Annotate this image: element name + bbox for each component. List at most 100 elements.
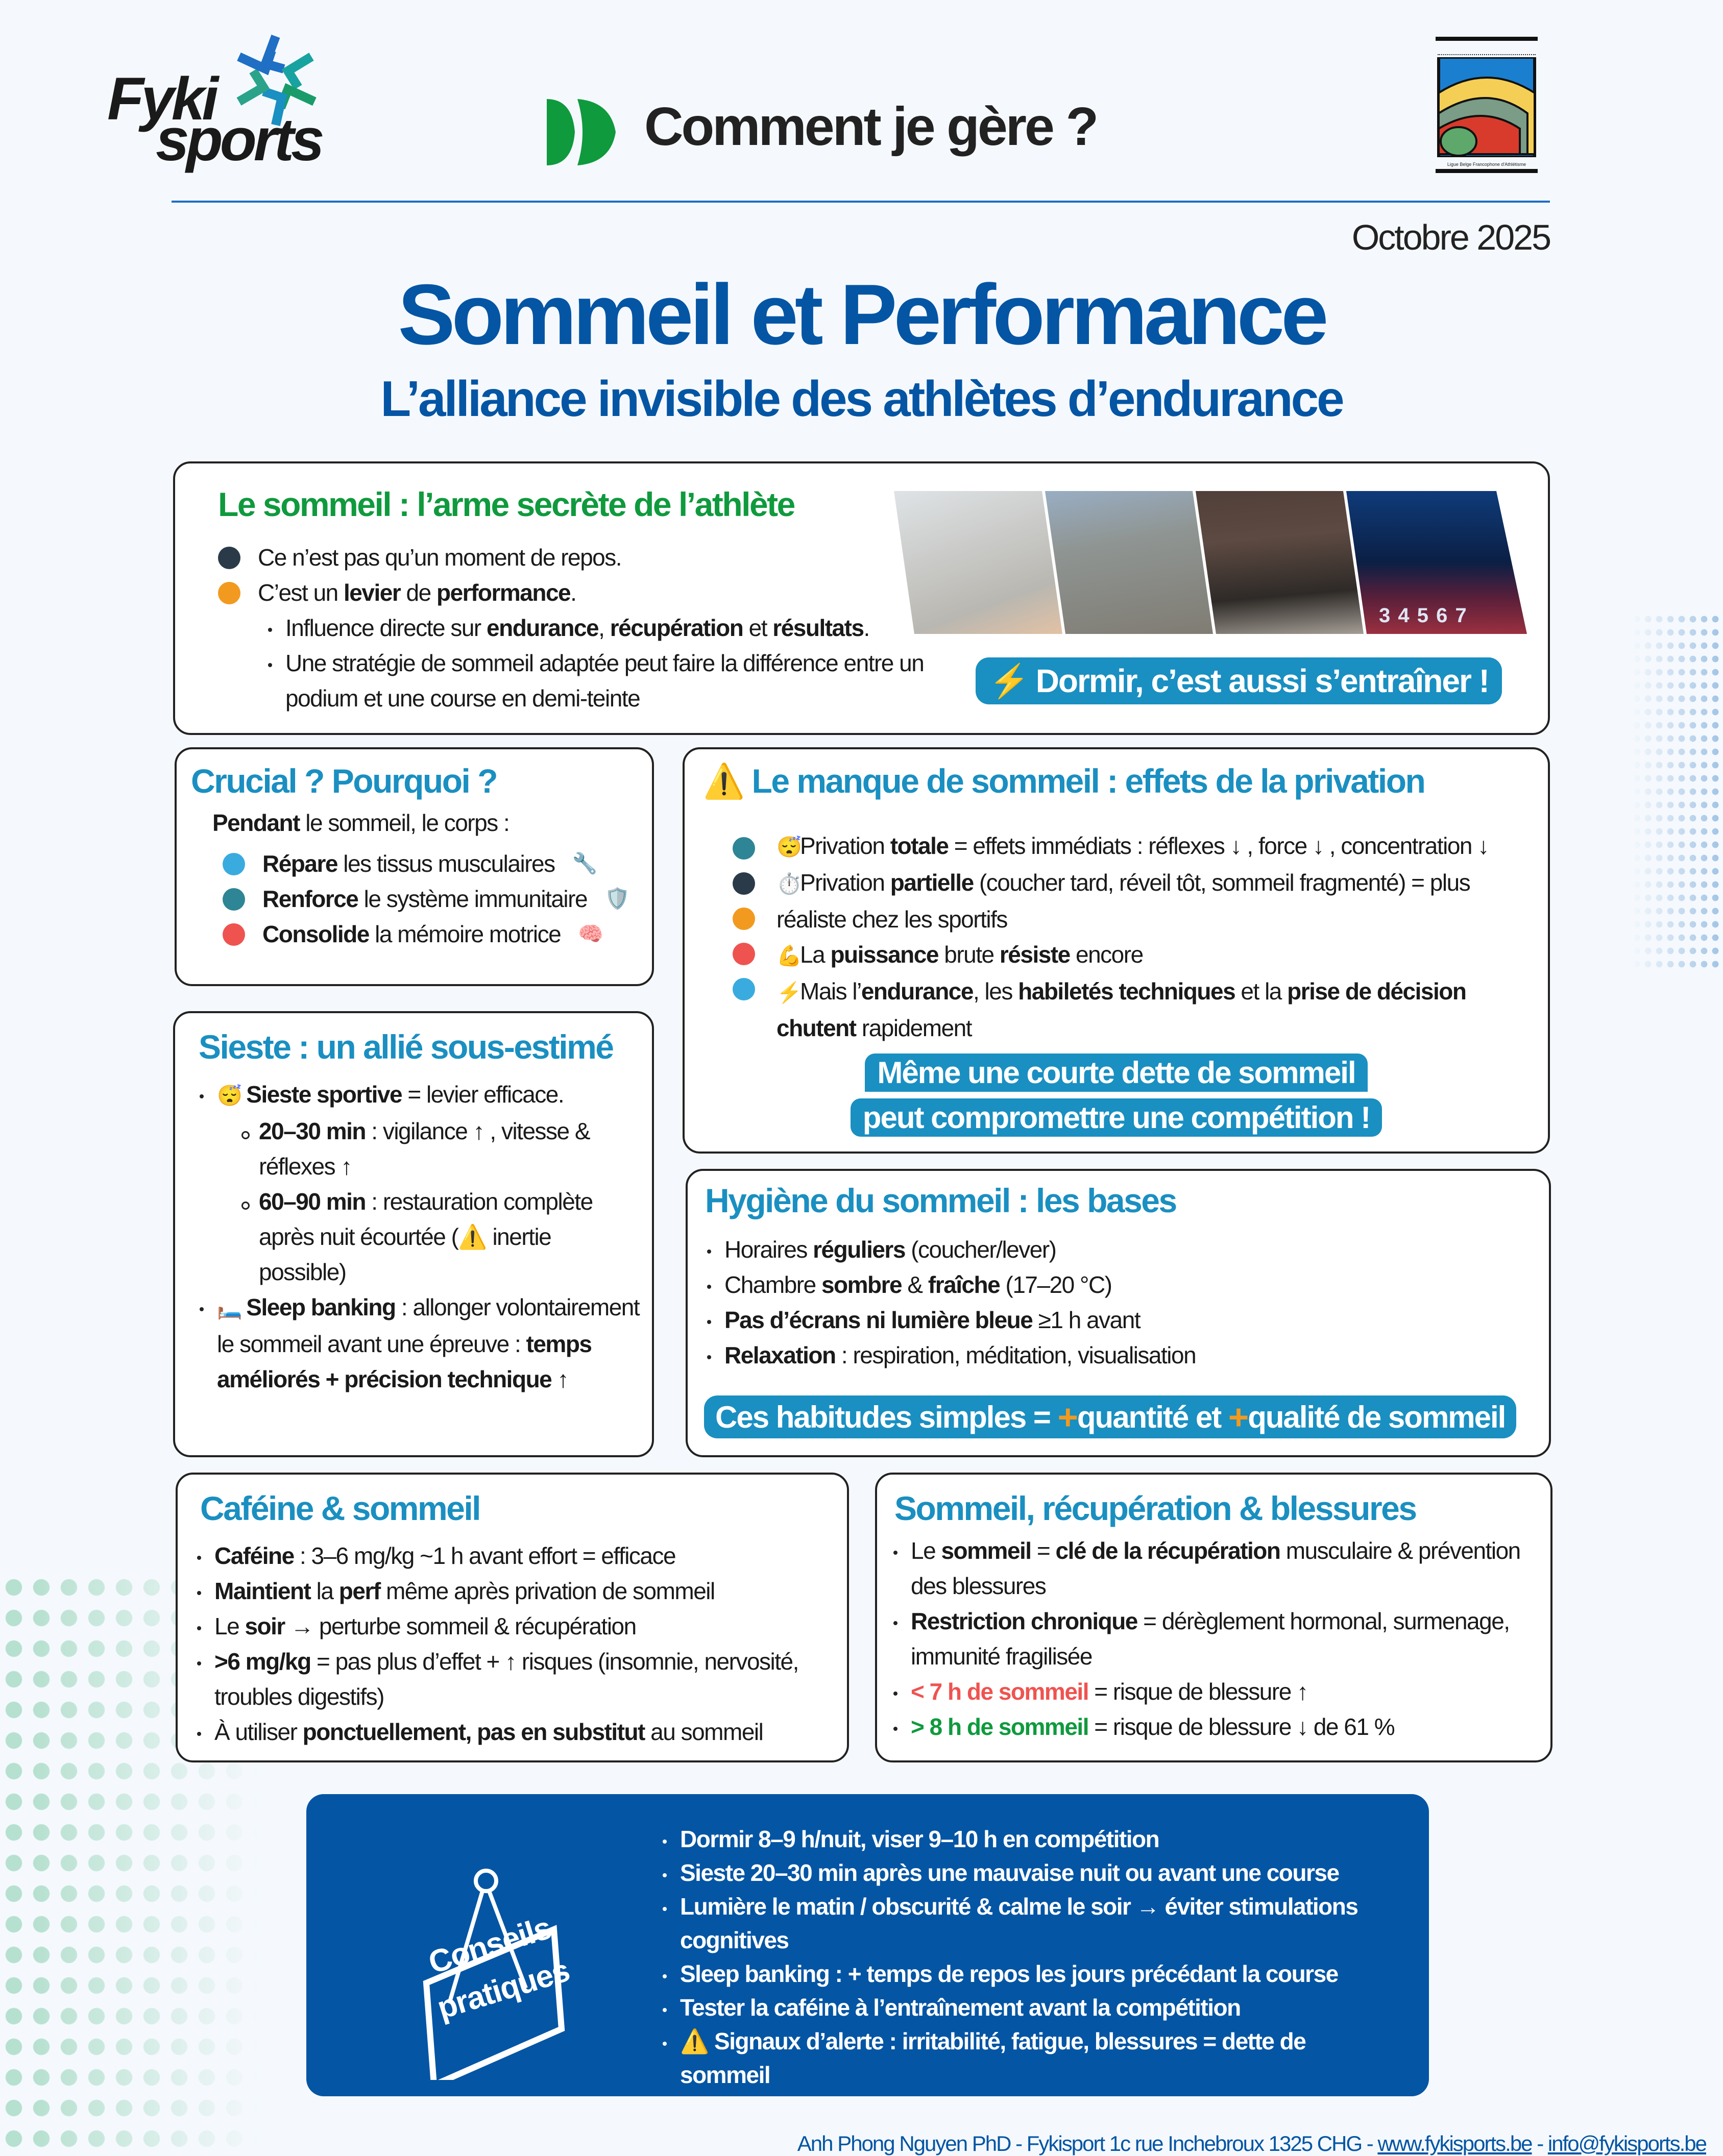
cafeine-section: Caféine & sommeil Caféine : 3–6 mg/kg ~1… [176, 1473, 849, 1762]
sieste-sub-item: 60–90 min : restauration complète après … [237, 1184, 640, 1290]
teal-dot-icon [223, 888, 245, 911]
privation-item: ⏱️Privation partielle (coucher tard, rév… [776, 865, 1532, 937]
decorative-dots-right [1631, 612, 1723, 970]
logo-text-fyki: Fyki [107, 65, 219, 133]
text: brute [938, 941, 1000, 968]
bold-text: habiletés techniques [1018, 978, 1236, 1004]
text: : 3–6 mg/kg ~1 h avant effort = efficace [294, 1542, 676, 1569]
fykisports-star-icon [236, 34, 317, 126]
text: (coucher tard, réveil tôt, sommeil fragm… [776, 869, 1471, 933]
text: Le [911, 1537, 941, 1564]
text: : respiration, méditation, visualisation [835, 1342, 1197, 1368]
text: qualité de sommeil [1248, 1400, 1506, 1434]
bold-text: Sieste sportive [246, 1081, 402, 1108]
intro-section: Le sommeil : l’arme secrète de l’athlète… [173, 461, 1550, 735]
text: + [1057, 1397, 1078, 1437]
sport-photo-collage: 3 4 5 6 7 [894, 491, 1527, 634]
text: : vigilance ↑ , vitesse & réflexes ↑ [259, 1118, 591, 1180]
logo-text-sports: sports [156, 106, 325, 174]
text: Horaires [724, 1236, 813, 1263]
double-play-icon [547, 99, 616, 165]
dark-dot-icon [218, 546, 240, 569]
privation-title: ⚠️ Le manque de sommeil : effets de la p… [703, 763, 1426, 800]
text: : restauration complète après nuit écour… [259, 1188, 593, 1285]
text: Chambre [724, 1271, 821, 1298]
callout-text: Dormir, c’est aussi s’entraîner ! [1035, 663, 1490, 699]
text: au sommeil [644, 1719, 764, 1745]
bold-text: Répare [262, 850, 338, 877]
footer-credits: Anh Phong Nguyen PhD - Fykisport 1c rue … [797, 2132, 1378, 2155]
text: = risque de blessure ↑ [1088, 1678, 1308, 1705]
blessures-section: Sommeil, récupération & blessures Le som… [875, 1473, 1552, 1762]
hygiene-callout: Ces habitudes simples = + quantité et + qu… [704, 1395, 1517, 1438]
text: → perturbe sommeil & récupération [284, 1613, 637, 1639]
bold-text: levier [344, 579, 401, 606]
dark-dot-icon [733, 872, 755, 895]
intro-sub-bullet: Influence directe sur endurance, récupér… [264, 610, 943, 646]
sieste-item: 🛏️ Sleep banking : allonger volontaireme… [196, 1290, 640, 1397]
sieste-section: Sieste : un allié sous-estimé 😴 Sieste s… [173, 1011, 654, 1457]
tagline: Comment je gère ? [644, 96, 1099, 157]
text: ≥1 h avant [1032, 1307, 1141, 1333]
text: même après privation de sommeil [380, 1578, 715, 1604]
crucial-intro: Pendant le sommeil, le corps : [212, 805, 510, 841]
blessures-item: Le sommeil = clé de la récupération musc… [889, 1533, 1548, 1604]
hanging-sign-icon [423, 1869, 565, 2080]
intro-sub-bullet: Une stratégie de sommeil adaptée peut fa… [264, 646, 943, 716]
lightning-icon: ⚡ [776, 982, 802, 1004]
cafeine-item: Maintient la perf même après privation d… [193, 1574, 841, 1609]
bold-text: endurance [861, 978, 974, 1004]
text: = [1031, 1537, 1056, 1564]
bold-text: Caféine [214, 1542, 295, 1569]
red-dot-icon [733, 943, 755, 965]
text: C’est un [258, 579, 344, 606]
privation-section: ⚠️ Le manque de sommeil : effets de la p… [683, 747, 1550, 1154]
privation-callout: Même une courte dette de sommeil peut co… [685, 1050, 1548, 1140]
text: Le [214, 1613, 245, 1639]
bold-text: puissance [830, 941, 939, 968]
website-link[interactable]: www.fykisports.be [1377, 2132, 1533, 2155]
intro-callout: ⚡ Dormir, c’est aussi s’entraîner ! [976, 657, 1502, 704]
email-link[interactable]: info@fykisports.be [1547, 2132, 1707, 2155]
privation-item: ⚡Mais l’endurance, les habiletés techniq… [776, 974, 1532, 1046]
sky-dot-icon [733, 978, 755, 1000]
blessures-item: < 7 h de sommeil = risque de blessure ↑ [889, 1674, 1548, 1709]
bold-text: partielle [890, 869, 974, 896]
conseil-item: ⚠️ Signaux d’alerte : irritabilité, fati… [659, 2024, 1394, 2092]
text: la [310, 1578, 339, 1604]
text: encore [1070, 941, 1144, 968]
stopwatch-icon: ⏱️ [776, 873, 802, 895]
text: + [1228, 1397, 1249, 1437]
text: quantité et [1077, 1400, 1228, 1434]
text: de [400, 579, 436, 606]
bold-text: soir [245, 1613, 285, 1639]
blessures-item: Restriction chronique = dérèglement horm… [889, 1604, 1548, 1674]
orange-dot-icon [218, 581, 240, 604]
text: , les [973, 978, 1018, 1004]
intro-bullet: C’est un levier de performance. [218, 575, 943, 610]
text: = pas plus d’effet + ↑ risques (insomnie… [214, 1648, 799, 1710]
bold-text: résiste [999, 941, 1071, 968]
text: Influence directe sur [285, 615, 487, 641]
bold-text: temps améliorés + précision technique [217, 1331, 592, 1392]
text: Privation [800, 869, 890, 896]
bold-text: Restriction chronique [911, 1608, 1138, 1634]
fykisports-logo: Fyki sports [107, 28, 352, 181]
hygiene-title: Hygiène du sommeil : les bases [705, 1182, 1177, 1219]
text: . [570, 579, 577, 606]
bold-text: Relaxation [724, 1342, 836, 1368]
text: musculaire & prévention des blessures [911, 1537, 1521, 1599]
track-lane-numbers: 3 4 5 6 7 [1379, 604, 1468, 627]
bold-text: résultats [772, 615, 864, 641]
orange-dot-icon [733, 908, 755, 930]
text: le système immunitaire [358, 886, 588, 912]
flexed-biceps-icon: 💪 [776, 945, 802, 967]
cafeine-item: À utiliser ponctuellement, pas en substi… [193, 1714, 841, 1750]
conseils-section: Conseils pratiques Dormir 8–9 h/nuit, vi… [306, 1794, 1429, 2096]
blessures-item: > 8 h de sommeil = risque de blessure ↓ … [889, 1709, 1548, 1745]
text: rapidement [856, 1015, 973, 1041]
conseil-item: Sieste 20–30 min après une mauvaise nuit… [659, 1856, 1394, 1890]
page-title: Sommeil et Performance [398, 266, 1328, 362]
cafeine-item: Le soir → perturbe sommeil & récupératio… [193, 1609, 841, 1644]
hygiene-item: Pas d’écrans ni lumière bleue ≥1 h avant [703, 1303, 1520, 1338]
